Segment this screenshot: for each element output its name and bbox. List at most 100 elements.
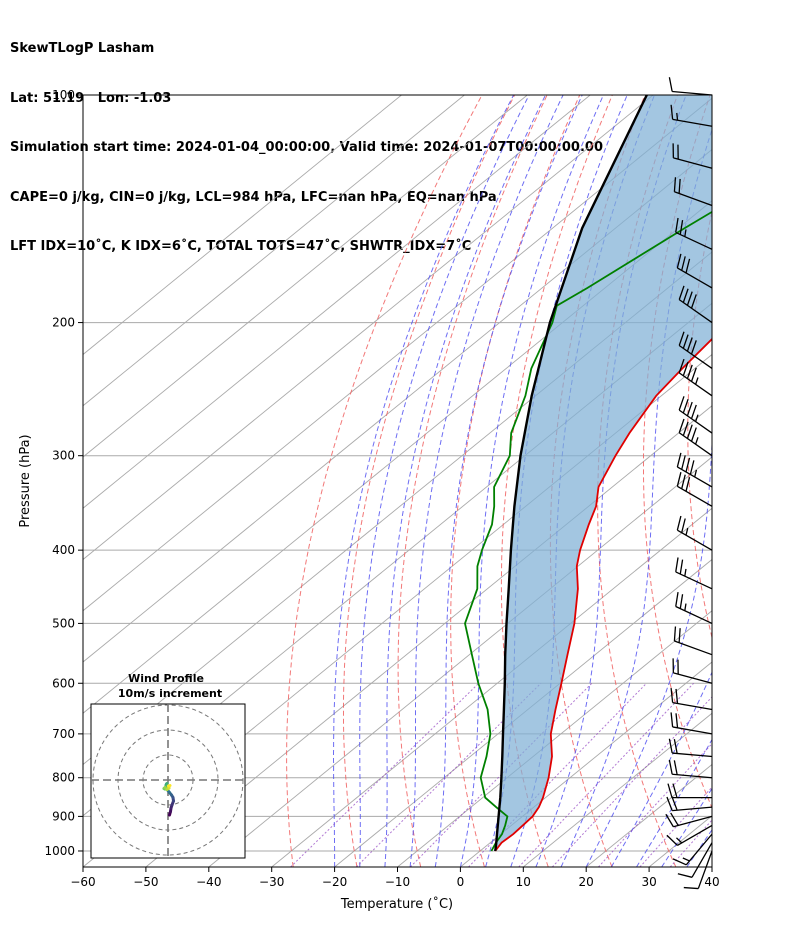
mixing-ratio-line [639, 786, 712, 867]
barb-staff [674, 191, 713, 207]
barb-staff [672, 726, 713, 735]
barb-flag [683, 886, 699, 890]
wind-barb [683, 850, 713, 890]
mixing-ratio-line [518, 682, 694, 867]
dry-adiabat-line [450, 95, 581, 867]
barb-flag [668, 77, 673, 92]
barb-half-flag [684, 603, 687, 611]
cin-shading [495, 95, 712, 851]
hodograph-inset: Wind Profile 10m/s increment [90, 672, 246, 859]
wind-barb [676, 253, 713, 289]
isotherm-line [711, 866, 712, 867]
wind-barb [675, 592, 713, 624]
barb-flag [686, 337, 693, 352]
wind-barb [678, 358, 713, 397]
barb-flag [682, 421, 689, 436]
title-line-2: Lat: 51.19 Lon: -1.03 [10, 90, 172, 106]
x-tick-label: −30 [259, 875, 284, 889]
wind-barb [667, 783, 712, 799]
barb-staff [675, 571, 713, 590]
barb-staff [691, 842, 713, 878]
barb-flag [665, 813, 674, 828]
y-tick-label: 400 [52, 543, 75, 557]
barb-flag [676, 253, 682, 269]
barb-half-flag [694, 469, 698, 478]
barb-staff [673, 815, 713, 828]
barb-flag [690, 294, 697, 309]
y-axis-label: Pressure (hPa) [18, 434, 33, 527]
mixing-ratio-line [669, 819, 712, 867]
barb-flag [690, 367, 697, 382]
x-tick-label: 10 [516, 875, 531, 889]
wind-barb [670, 688, 713, 711]
barb-staff [677, 485, 713, 507]
x-tick-label: 40 [704, 875, 719, 889]
wind-barb [676, 472, 713, 507]
isotherm-line [334, 558, 712, 867]
dry-adiabat-line [397, 95, 548, 867]
x-tick-label: −60 [70, 875, 95, 889]
wind-barb [672, 658, 713, 684]
barb-flag [678, 331, 685, 346]
wind-barb [665, 812, 713, 828]
barb-flag [676, 515, 682, 531]
barb-flag [681, 455, 686, 470]
wind-barb [678, 331, 713, 369]
title-line-5: LFT IDX=10˚C, K IDX=6˚C, TOTAL TOTS=47˚C… [10, 239, 472, 254]
barb-flag [686, 424, 693, 439]
barb-staff [678, 344, 713, 369]
wind-barb [676, 515, 713, 551]
barb-flag [685, 457, 691, 473]
barb-flag [679, 594, 684, 609]
barb-half-flag [676, 837, 683, 844]
wind-barb [668, 759, 713, 779]
barb-staff [677, 529, 713, 551]
wind-barbs [665, 77, 713, 890]
chart-title: SkewTLogP Lasham Lat: 51.19 Lon: -1.03 S… [10, 8, 603, 272]
barb-flag [681, 256, 686, 271]
barb-flag [673, 739, 678, 754]
axes: −60 −50 −40 −30 −20 −10 0 10 20 30 40 100 200 300 400 5… [44, 88, 719, 889]
barb-flag [679, 559, 684, 575]
barb-staff [672, 806, 713, 812]
barb-flag [679, 220, 684, 235]
barb-staff [685, 833, 713, 866]
barb-flag [682, 334, 689, 349]
barb-flag [686, 291, 693, 306]
temperature-line [494, 337, 712, 852]
title-line-1: SkewTLogP Lasham [10, 41, 155, 56]
wind-barb [675, 557, 713, 590]
y-tick-label: 800 [52, 771, 75, 785]
x-tick-label: 0 [457, 875, 465, 889]
wind-barb [678, 396, 713, 434]
barb-flag [678, 178, 681, 194]
moist-adiabat-line [333, 95, 515, 867]
barb-half-flag [695, 414, 699, 422]
barb-staff [672, 752, 713, 758]
wind-barb [678, 418, 713, 457]
barb-flag [670, 812, 679, 826]
isotherm-line [397, 610, 712, 867]
x-tick-label: −40 [196, 875, 221, 889]
y-tick-label: 500 [52, 616, 75, 630]
y-tick-label: 600 [52, 676, 75, 690]
dry-adiabat-line [731, 95, 794, 867]
mixing-ratio-line [468, 682, 647, 867]
wind-barb [677, 842, 713, 878]
wind-barb [670, 712, 713, 735]
barb-staff [672, 90, 713, 96]
barb-staff [672, 773, 713, 779]
moist-adiabat-line [560, 127, 712, 867]
isotherm-line [83, 95, 402, 356]
barb-flag [675, 713, 679, 728]
barb-flag [678, 285, 685, 300]
barb-flag [682, 398, 689, 414]
barb-flag [668, 738, 673, 754]
x-tick-label: 30 [641, 875, 656, 889]
barb-half-flag [695, 437, 699, 445]
wind-barb [668, 77, 713, 96]
barb-flag [681, 474, 686, 489]
barb-flag [666, 796, 673, 811]
barb-staff [677, 824, 713, 846]
barb-flag [673, 177, 677, 192]
